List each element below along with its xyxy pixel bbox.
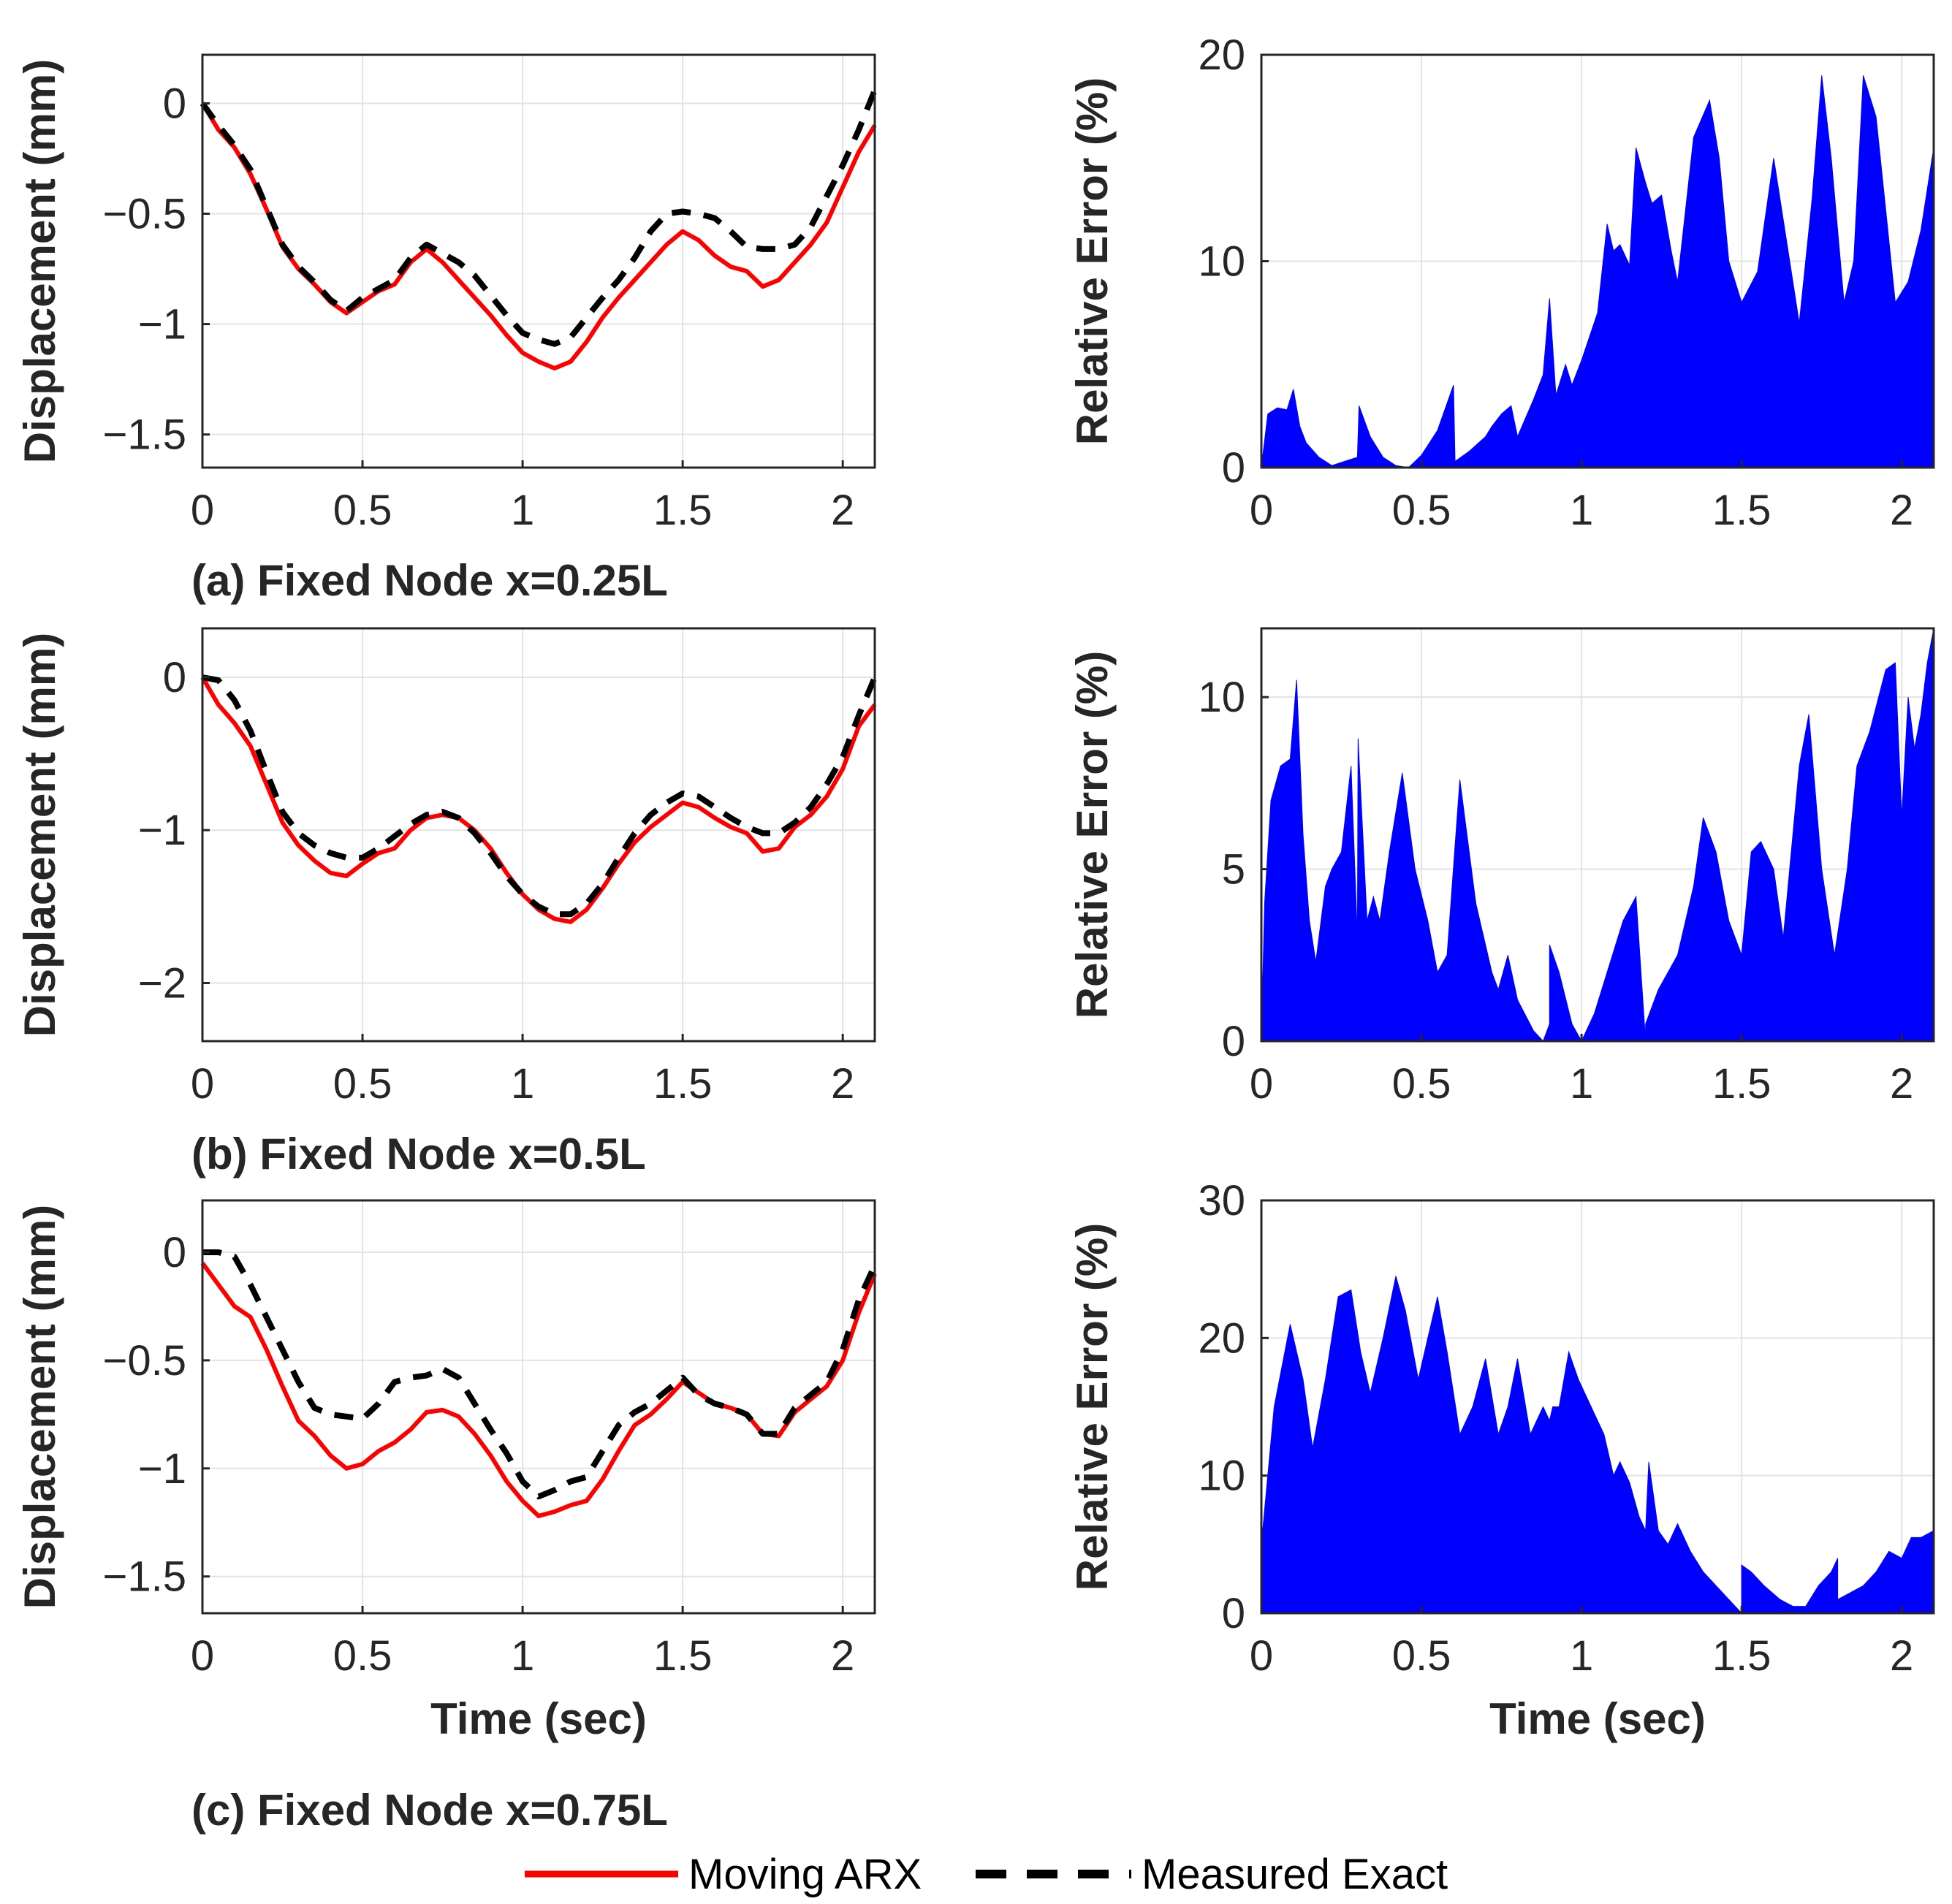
x-tick-label: 0.5 xyxy=(333,487,392,534)
y-tick-label: −1 xyxy=(138,1445,186,1493)
x-tick-label: 1 xyxy=(511,1632,534,1680)
y-tick-label: −1.5 xyxy=(103,1553,187,1601)
measured-exact-line xyxy=(202,1249,878,1500)
y-axis-label: Displacement (mm) xyxy=(15,633,64,1037)
error-area-series xyxy=(1261,628,1934,1043)
y-tick-label: 10 xyxy=(1198,674,1245,721)
x-tick-label: 0 xyxy=(1250,1060,1273,1108)
y-tick-label: 0 xyxy=(1222,1018,1245,1065)
y-axis-label: Displacement (mm) xyxy=(15,1205,64,1609)
subplot-b-displacement: 0 0.5 1 1.5 2 0 −1 −2 Displacement (mm) (b) Fixed… xyxy=(15,627,878,1178)
x-axis-label: Time (sec) xyxy=(1489,1694,1706,1743)
axes-frame xyxy=(1260,627,1935,1043)
y-tick-label: −2 xyxy=(138,959,186,1007)
x-tick-label: 1 xyxy=(511,487,534,534)
x-tick-label: 0.5 xyxy=(1392,487,1451,534)
x-tick-label: 0 xyxy=(191,1632,214,1680)
x-tick-label: 2 xyxy=(831,487,854,534)
y-axis-label: Displacement (mm) xyxy=(15,59,64,463)
y-tick-label: −0.5 xyxy=(103,191,187,238)
x-tick-label: 1.5 xyxy=(653,1060,713,1108)
x-tick-label: 0.5 xyxy=(1392,1632,1451,1680)
x-tick-label: 0.5 xyxy=(1392,1060,1451,1108)
axes-frame xyxy=(201,1199,876,1615)
x-tick-label: 0.5 xyxy=(333,1632,392,1680)
y-tick-label: 0 xyxy=(163,80,186,127)
subplot-caption: (b) Fixed Node x=0.5L xyxy=(191,1130,646,1178)
y-tick-label: 0 xyxy=(163,1229,186,1276)
moving-arx-line xyxy=(200,1262,877,1518)
y-tick-label: 30 xyxy=(1198,1177,1245,1225)
y-axis-label: Relative Error (%) xyxy=(1068,77,1117,446)
x-tick-label: 0 xyxy=(191,487,214,534)
subplot-c-displacement: 0 0.5 1 1.5 2 0 −0.5 −1 −1.5 Displacement (mm) Tim… xyxy=(15,1199,878,1835)
y-tick-label: 20 xyxy=(1198,31,1245,79)
subplot-b-relative-error: 0 0.5 1 1.5 2 0 5 10 Relative Error (%) xyxy=(1068,627,1935,1108)
x-tick-label: 2 xyxy=(1890,487,1913,534)
y-tick-label: 10 xyxy=(1198,238,1245,286)
y-axis-label: Relative Error (%) xyxy=(1068,651,1117,1019)
x-tick-label: 2 xyxy=(1890,1060,1913,1108)
x-tick-label: 1.5 xyxy=(1712,1060,1771,1108)
y-axis-label: Relative Error (%) xyxy=(1068,1223,1117,1591)
x-tick-label: 2 xyxy=(831,1060,854,1108)
y-tick-label: 5 xyxy=(1222,846,1245,894)
y-tick-label: 0 xyxy=(1222,444,1245,492)
y-tick-label: 0 xyxy=(1222,1590,1245,1637)
legend-label-measured-exact: Measured Exact xyxy=(1142,1851,1448,1898)
moving-arx-line xyxy=(200,102,877,370)
axes-frame xyxy=(1260,1199,1935,1615)
x-tick-label: 1.5 xyxy=(1712,1632,1771,1680)
legend: Moving ARX Measured Exact xyxy=(525,1851,1448,1898)
x-tick-label: 1.5 xyxy=(653,487,713,534)
y-tick-label: 10 xyxy=(1198,1452,1245,1500)
moving-arx-line xyxy=(200,676,877,924)
subplot-caption: (a) Fixed Node x=0.25L xyxy=(191,556,668,605)
y-tick-label: 0 xyxy=(163,654,186,701)
x-tick-label: 0.5 xyxy=(333,1060,392,1108)
error-area-series xyxy=(1261,1276,1934,1615)
error-area-series xyxy=(1261,75,1934,468)
x-tick-label: 1 xyxy=(1570,487,1593,534)
y-tick-label: −1 xyxy=(138,301,186,349)
x-tick-label: 1 xyxy=(511,1060,534,1108)
x-tick-label: 2 xyxy=(831,1632,854,1680)
x-tick-label: 0 xyxy=(1250,1632,1273,1680)
y-tick-label: −1 xyxy=(138,807,186,854)
measured-exact-line xyxy=(202,674,878,918)
y-tick-label: −0.5 xyxy=(103,1337,187,1385)
x-tick-label: 1.5 xyxy=(1712,487,1771,534)
subplot-a-displacement: 0 0.5 1 1.5 2 0 −0.5 −1 −1.5 Displacement (mm) (a)… xyxy=(15,53,878,605)
y-tick-label: 20 xyxy=(1198,1314,1245,1362)
subplot-caption: (c) Fixed Node x=0.75L xyxy=(191,1786,668,1835)
x-tick-label: 1 xyxy=(1570,1060,1593,1108)
x-axis-label: Time (sec) xyxy=(430,1694,647,1743)
x-tick-label: 0 xyxy=(191,1060,214,1108)
x-tick-label: 1 xyxy=(1570,1632,1593,1680)
x-tick-label: 0 xyxy=(1250,487,1273,534)
axes-frame xyxy=(201,53,876,469)
x-tick-label: 2 xyxy=(1890,1632,1913,1680)
legend-label-moving-arx: Moving ARX xyxy=(688,1851,922,1898)
x-tick-label: 1.5 xyxy=(653,1632,713,1680)
measured-exact-line xyxy=(200,88,878,347)
y-tick-label: −1.5 xyxy=(103,411,187,459)
axes-frame xyxy=(201,627,876,1043)
